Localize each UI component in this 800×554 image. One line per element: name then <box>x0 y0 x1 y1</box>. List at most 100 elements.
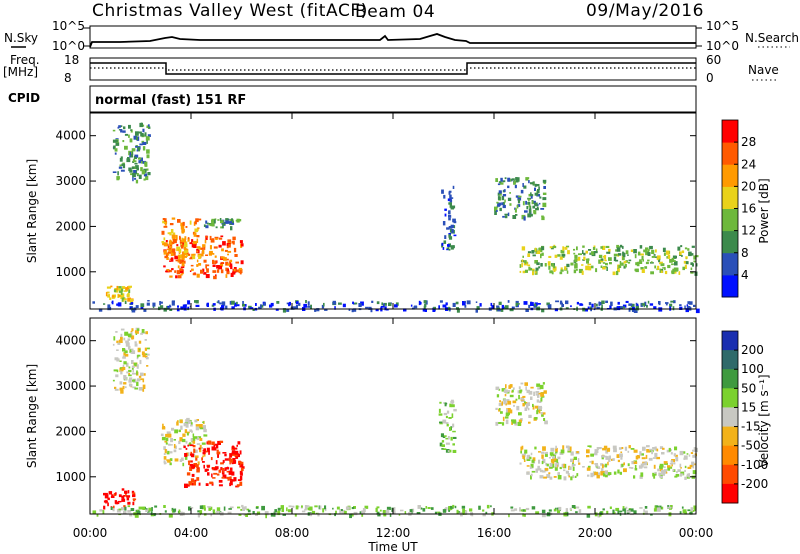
freq-strip: Freq. [MHz] 18 8 60 0 Nave <box>3 53 779 85</box>
time-tick-label: 00:00 <box>73 526 108 540</box>
velocity-region-0 <box>103 488 137 510</box>
velocity-colorbar-tick: 100 <box>741 362 764 376</box>
nsearch-tick-top: 10^5 <box>706 19 739 33</box>
nsearch-label: N.Search <box>745 31 799 45</box>
nsearch-tick-bottom: 10^0 <box>706 39 739 53</box>
power-colorbar-tick: 16 <box>741 202 756 216</box>
velocity-colorbar-tick: -50 <box>741 439 761 453</box>
velocity-panel: 1000 2000 3000 4000 Slant Range [km] 00:00 0… <box>25 113 713 554</box>
nsky-strip: N.Sky 10^5 10^0 10^5 10^0 N.Search <box>4 19 799 53</box>
freq-label: Freq. <box>10 53 40 67</box>
velocity-heatmap <box>92 327 698 519</box>
cpid-text: normal (fast) 151 RF <box>95 93 246 108</box>
time-tick-label: 12:00 <box>376 526 411 540</box>
power-colorbar-tick: 28 <box>741 135 756 149</box>
power-region-3 <box>161 217 202 260</box>
time-tick-label: 08:00 <box>275 526 310 540</box>
velocity-colorbar-tick: -100 <box>741 458 768 472</box>
power-ytick-label: 2000 <box>55 219 86 233</box>
power-colorbar-swatch <box>722 208 738 232</box>
nsky-tick-top: 10^5 <box>52 19 85 33</box>
freq-tick-bottom: 8 <box>64 71 72 85</box>
time-tick-label: 20:00 <box>578 526 613 540</box>
power-colorbar-tick: 12 <box>741 224 756 238</box>
power-colorbar-swatch <box>722 186 738 209</box>
velocity-region-2 <box>160 417 208 467</box>
plot-title: Christmas Valley West (fitACF) <box>92 1 368 21</box>
cpid-strip: CPID normal (fast) 151 RF <box>8 85 697 113</box>
power-colorbar-tick: 20 <box>741 179 756 193</box>
power-ytick-label: 4000 <box>55 129 86 143</box>
velocity-region-7 <box>92 504 697 519</box>
time-tick-label: 00:00 <box>679 526 714 540</box>
velocity-ytick-label: 3000 <box>55 379 86 393</box>
freq-trace <box>90 62 696 75</box>
velocity-region-4 <box>438 399 457 453</box>
velocity-ylabel: Slant Range [km] <box>25 364 39 468</box>
velocity-ytick-label: 2000 <box>55 424 86 438</box>
nave-tick-top: 60 <box>706 53 721 67</box>
power-ytick-label: 1000 <box>55 265 86 279</box>
velocity-colorbar-tick: -15 <box>741 420 761 434</box>
power-region-8 <box>92 300 700 314</box>
nave-trace <box>90 67 696 71</box>
power-colorbar-tick: 8 <box>741 246 749 260</box>
power-ylabel: Slant Range [km] <box>25 159 39 263</box>
velocity-colorbar-label: Velocity [m s⁻¹] <box>757 374 771 467</box>
power-region-0 <box>105 285 134 303</box>
power-colorbar-swatch <box>722 120 738 143</box>
velocity-colorbar-swatch <box>722 407 738 427</box>
velocity-colorbar-swatch <box>722 445 738 466</box>
power-heatmap <box>92 122 700 314</box>
freq-tick-top: 18 <box>64 53 79 67</box>
power-colorbar: 4 8 12 16 20 24 28 <box>721 119 756 298</box>
velocity-colorbar-swatch <box>722 350 738 370</box>
nsky-label: N.Sky <box>4 31 38 45</box>
power-region-6 <box>494 177 547 221</box>
power-colorbar-swatch <box>722 230 738 254</box>
velocity-colorbar-swatch <box>722 426 738 447</box>
velocity-region-6 <box>519 445 698 481</box>
power-colorbar-label: Power [dB] <box>757 178 771 243</box>
velocity-ytick-label: 4000 <box>55 334 86 348</box>
freq-unit-label: [MHz] <box>3 65 38 79</box>
nave-label: Nave <box>748 63 779 77</box>
velocity-colorbar-swatch <box>722 483 738 504</box>
power-ytick-label: 3000 <box>55 174 86 188</box>
power-colorbar-swatch <box>722 142 738 165</box>
power-colorbar-swatch <box>722 252 738 276</box>
time-tick-label: 04:00 <box>174 526 209 540</box>
power-region-1 <box>112 122 151 184</box>
nsky-tick-bottom: 10^0 <box>52 39 85 53</box>
velocity-colorbar-swatch <box>722 388 738 408</box>
power-region-7 <box>519 244 699 276</box>
nave-tick-bottom: 0 <box>706 71 714 85</box>
time-tick-label: 16:00 <box>477 526 512 540</box>
velocity-colorbar-tick: -200 <box>741 477 768 491</box>
date-label: 09/May/2016 <box>586 1 704 21</box>
velocity-region-5 <box>495 382 548 426</box>
power-colorbar-swatch <box>722 274 738 298</box>
velocity-colorbar: 200 100 50 15 -15 -50 -100 -200 <box>721 330 768 504</box>
cpid-label: CPID <box>8 91 40 105</box>
velocity-ytick-label: 1000 <box>55 470 86 484</box>
velocity-colorbar-swatch <box>722 464 738 485</box>
velocity-colorbar-swatch <box>722 331 738 351</box>
power-colorbar-tick: 4 <box>741 268 749 282</box>
nsky-trace <box>89 33 696 48</box>
velocity-region-3 <box>183 440 245 488</box>
power-colorbar-swatch <box>722 164 738 187</box>
power-colorbar-tick: 24 <box>741 157 756 171</box>
power-panel: 1000 2000 3000 4000 Slant Range [km] <box>25 112 700 314</box>
power-region-2 <box>163 235 244 280</box>
velocity-region-1 <box>112 327 150 394</box>
power-region-5 <box>441 185 457 251</box>
velocity-colorbar-swatch <box>722 369 738 389</box>
power-region-4 <box>203 218 242 231</box>
velocity-colorbar-tick: 50 <box>741 381 756 395</box>
velocity-colorbar-tick: 200 <box>741 343 764 357</box>
velocity-colorbar-tick: 15 <box>741 400 756 414</box>
beam-label: Beam 04 <box>355 2 435 22</box>
time-axis-label: Time UT <box>367 540 418 554</box>
